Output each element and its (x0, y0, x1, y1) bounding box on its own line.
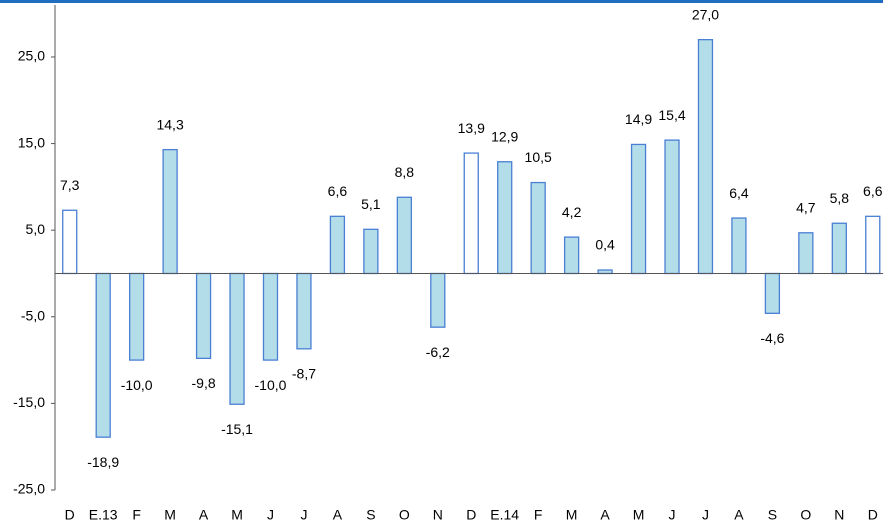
bar (262, 272, 279, 361)
y-tick-label: 5,0 (26, 221, 46, 237)
value-label: 4,2 (562, 204, 582, 220)
x-tick-label: S (366, 507, 375, 523)
top-rule (0, 0, 883, 3)
value-label: 6,6 (863, 183, 883, 199)
value-label: -4,6 (760, 330, 784, 346)
value-label: -10,0 (121, 377, 153, 393)
x-tick-label: J (267, 507, 274, 523)
bar (563, 236, 580, 275)
bar (329, 215, 346, 275)
x-tick-label: J (669, 507, 676, 523)
y-tick-label: -25,0 (13, 481, 45, 497)
y-tick-label: 15,0 (18, 134, 45, 150)
x-tick-label: O (800, 507, 811, 523)
x-tick-label: F (534, 507, 543, 523)
value-label: 5,1 (361, 196, 381, 212)
x-tick-label: F (132, 507, 141, 523)
bar (764, 272, 781, 314)
value-label: 14,9 (625, 111, 652, 127)
bar (430, 272, 446, 328)
x-tick-label: N (433, 507, 443, 523)
value-label: 13,9 (458, 120, 485, 136)
bar (296, 272, 312, 350)
value-label: 27,0 (692, 6, 719, 22)
bar (798, 232, 814, 275)
value-label: 8,8 (395, 164, 415, 180)
y-tick-label: 25,0 (18, 48, 45, 64)
bar (229, 272, 245, 405)
bar (664, 139, 680, 275)
value-label: -18,9 (87, 454, 119, 470)
bar (731, 217, 747, 275)
y-tick-label: -15,0 (13, 394, 45, 410)
x-tick-label: M (231, 507, 243, 523)
value-label: -9,8 (192, 375, 216, 391)
x-tick-label: M (633, 507, 645, 523)
x-tick-label: A (199, 507, 209, 523)
bar (597, 269, 613, 275)
bar (831, 222, 847, 275)
y-tick-label: -5,0 (21, 307, 45, 323)
value-label: 10,5 (525, 149, 552, 165)
x-tick-label: A (600, 507, 610, 523)
value-label: 5,8 (830, 190, 850, 206)
bar (396, 196, 412, 275)
value-label: -10,0 (255, 377, 287, 393)
bar (62, 209, 78, 275)
bar (363, 228, 379, 275)
value-label: 15,4 (658, 107, 685, 123)
bar (530, 181, 546, 275)
value-label: 6,4 (729, 185, 749, 201)
value-label: 6,6 (328, 183, 348, 199)
x-tick-label: D (65, 507, 75, 523)
x-tick-label: D (466, 507, 476, 523)
x-tick-label: S (768, 507, 777, 523)
value-label: 12,9 (491, 128, 518, 144)
value-label: -15,1 (221, 421, 253, 437)
bar (128, 272, 145, 361)
x-tick-label: A (734, 507, 744, 523)
bar (95, 272, 111, 438)
bar (162, 148, 178, 275)
x-tick-label: J (702, 507, 709, 523)
x-tick-label: M (164, 507, 176, 523)
bar (497, 161, 513, 275)
bar (195, 272, 212, 360)
x-tick-label: E.14 (490, 507, 519, 523)
x-tick-label: O (399, 507, 410, 523)
value-label: 14,3 (156, 116, 183, 132)
x-tick-label: E.13 (89, 507, 118, 523)
x-tick-label: A (333, 507, 343, 523)
value-label: 0,4 (595, 237, 615, 253)
bar (463, 152, 479, 275)
bar (697, 38, 714, 275)
value-label: -8,7 (292, 366, 316, 382)
x-tick-label: M (566, 507, 578, 523)
x-tick-label: J (300, 507, 307, 523)
bar (865, 215, 881, 275)
value-label: 4,7 (796, 199, 816, 215)
value-label: 7,3 (60, 177, 80, 193)
x-tick-label: D (868, 507, 878, 523)
x-tick-label: N (834, 507, 844, 523)
value-label: -6,2 (426, 344, 450, 360)
bar (630, 143, 647, 275)
